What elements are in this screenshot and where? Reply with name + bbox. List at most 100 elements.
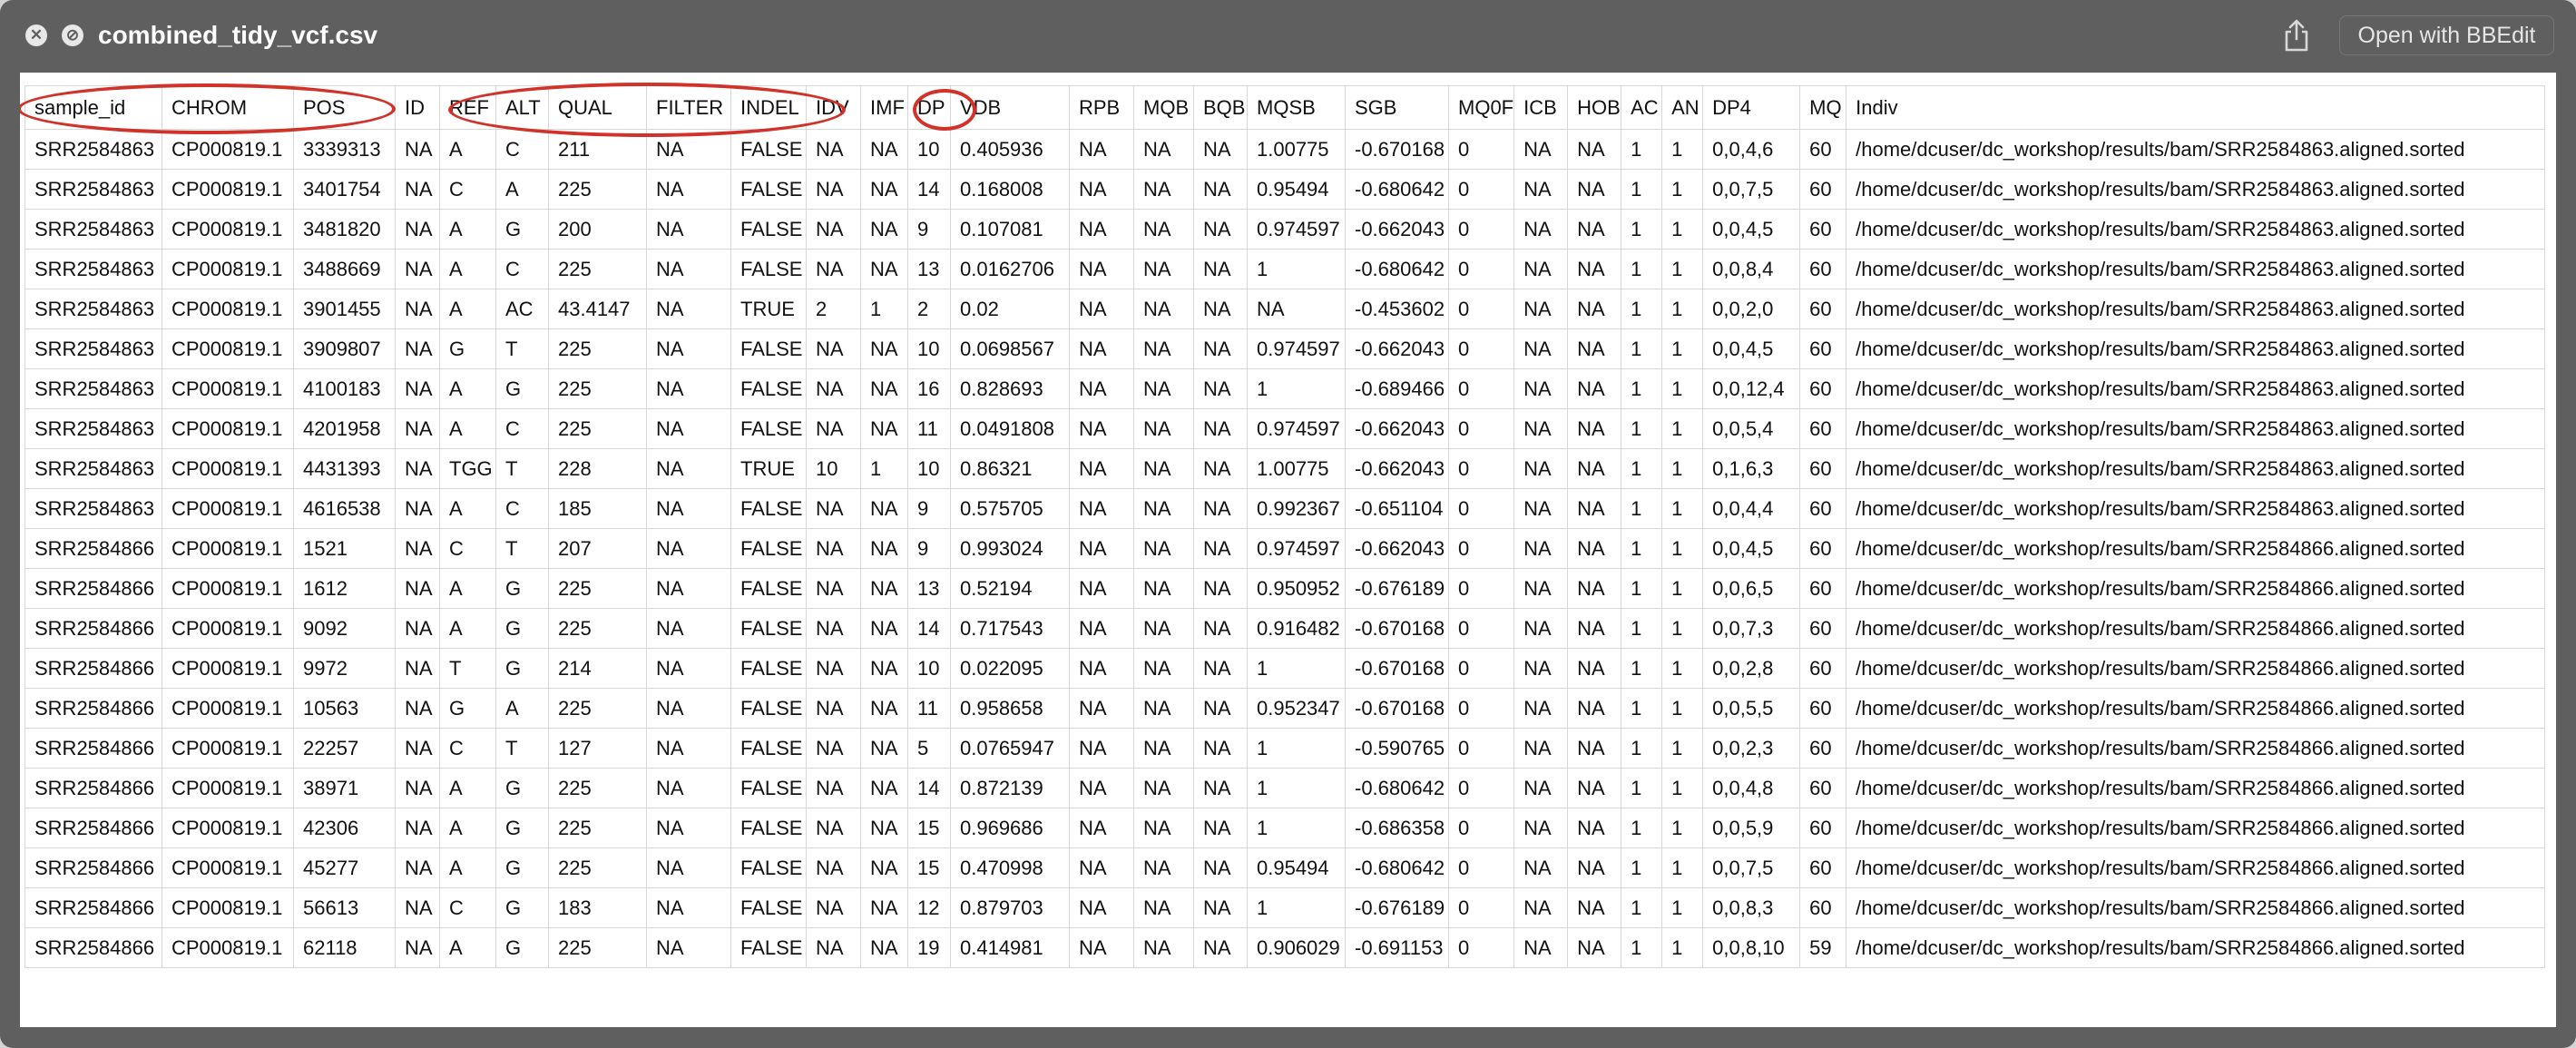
column-header-id: ID [395,85,440,130]
table-cell-qual: 225 [548,688,647,729]
table-cell-dp4: 0,0,4,6 [1702,129,1801,170]
table-cell-id: NA [395,768,440,808]
table-cell-alt: A [495,688,549,729]
table-cell-icb: NA [1513,289,1569,329]
stop-icon[interactable]: ⊘ [62,24,83,46]
table-cell-alt: AC [495,289,549,329]
table-cell-hob: NA [1567,847,1622,888]
table-cell-id: NA [395,129,440,170]
table-cell-sgb: -0.680642 [1345,847,1449,888]
table-cell-imf: NA [860,568,908,609]
table-cell-rpb: NA [1069,488,1134,529]
table-cell-vdb: 0.02 [950,289,1070,329]
table-cell-ac: 1 [1621,528,1663,569]
table-cell-dp4: 0,0,4,5 [1702,209,1801,250]
table-cell-mqsb: 1.00775 [1247,448,1346,489]
table-cell-qual: 225 [548,368,647,409]
table-cell-bqb: NA [1193,408,1248,449]
table-cell-dp4: 0,0,5,9 [1702,808,1801,848]
table-cell-dp4: 0,0,2,0 [1702,289,1801,329]
table-cell-vdb: 0.168008 [950,169,1070,210]
table-cell-sgb: -0.662043 [1345,209,1449,250]
table-cell-chrom: CP000819.1 [162,608,294,649]
table-cell-vdb: 0.879703 [950,887,1070,928]
table-cell-dp: 11 [907,688,951,729]
share-icon[interactable] [2283,18,2310,53]
table-cell-indel: FALSE [730,728,807,769]
table-cell-vdb: 0.969686 [950,808,1070,848]
table-cell-bqb: NA [1193,847,1248,888]
table-cell-mq0f: 0 [1447,129,1515,170]
table-cell-filter: NA [646,408,731,449]
table-cell-filter: NA [646,488,731,529]
table-cell-chrom: CP000819.1 [162,129,294,170]
table-cell-id: NA [395,408,440,449]
table-cell-icb: NA [1513,488,1569,529]
table-cell-an: 1 [1661,448,1704,489]
table-cell-dp4: 0,0,12,4 [1702,368,1801,409]
table-cell-mq: 60 [1799,408,1847,449]
table-cell-ac: 1 [1621,608,1663,649]
table-cell-pos: 42306 [293,808,396,848]
table-cell-mq0f: 0 [1447,328,1515,369]
table-cell-imf: NA [860,608,908,649]
table-cell-vdb: 0.86321 [950,448,1070,489]
table-cell-hob: NA [1567,169,1622,210]
table-cell-ref: A [439,249,496,289]
table-cell-mqsb: 1 [1247,808,1346,848]
table-cell-id: NA [395,448,440,489]
table-cell-ref: TGG [439,448,496,489]
table-cell-ref: A [439,209,496,250]
table-cell-filter: NA [646,328,731,369]
table-cell-qual: 183 [548,887,647,928]
table-cell-sample-id: SRR2584863 [24,488,162,529]
table-cell-mq: 60 [1799,648,1847,689]
table-cell-ref: C [439,887,496,928]
table-row: SRR2584866 CP000819.1 1521 NA C T 207 NA FALSE NA… [24,528,2546,569]
table-cell-indiv: /home/dcuser/dc_workshop/results/bam/SRR… [1846,887,2546,928]
table-cell-indiv: /home/dcuser/dc_workshop/results/bam/SRR… [1846,768,2546,808]
table-cell-qual: 214 [548,648,647,689]
table-cell-chrom: CP000819.1 [162,328,294,369]
table-cell-icb: NA [1513,568,1569,609]
table-cell-sgb: -0.662043 [1345,528,1449,569]
table-cell-sample-id: SRR2584863 [24,328,162,369]
table-cell-hob: NA [1567,488,1622,529]
table-cell-sgb: -0.680642 [1345,768,1449,808]
table-cell-icb: NA [1513,887,1569,928]
table-cell-bqb: NA [1193,209,1248,250]
column-header-idv: IDV [806,85,861,130]
table-cell-ref: G [439,328,496,369]
table-cell-dp4: 0,0,2,3 [1702,728,1801,769]
table-cell-dp4: 0,0,6,5 [1702,568,1801,609]
table-cell-mqsb: 1 [1247,887,1346,928]
table-cell-ref: A [439,289,496,329]
table-cell-dp4: 0,0,4,8 [1702,768,1801,808]
table-cell-rpb: NA [1069,289,1134,329]
table-cell-filter: NA [646,648,731,689]
table-cell-idv: NA [806,328,861,369]
table-cell-vdb: 0.0162706 [950,249,1070,289]
table-cell-dp: 13 [907,568,951,609]
table-cell-hob: NA [1567,129,1622,170]
table-cell-mqsb: 1 [1247,368,1346,409]
table-cell-indiv: /home/dcuser/dc_workshop/results/bam/SRR… [1846,648,2546,689]
table-cell-filter: NA [646,887,731,928]
table-cell-pos: 10563 [293,688,396,729]
table-cell-ac: 1 [1621,249,1663,289]
table-cell-mq0f: 0 [1447,568,1515,609]
close-icon[interactable]: ✕ [25,24,47,46]
table-cell-sgb: -0.691153 [1345,927,1449,968]
table-cell-icb: NA [1513,688,1569,729]
table-cell-mqb: NA [1133,648,1194,689]
table-cell-an: 1 [1661,688,1704,729]
table-cell-sample-id: SRR2584866 [24,808,162,848]
table-cell-pos: 3401754 [293,169,396,210]
column-header-imf: IMF [860,85,908,130]
column-header-dp4: DP4 [1702,85,1801,130]
open-with-bbedit-button[interactable]: Open with BBEdit [2339,15,2554,55]
table-cell-dp: 9 [907,528,951,569]
table-cell-ref: C [439,528,496,569]
table-cell-dp4: 0,0,5,4 [1702,408,1801,449]
table-cell-filter: NA [646,209,731,250]
